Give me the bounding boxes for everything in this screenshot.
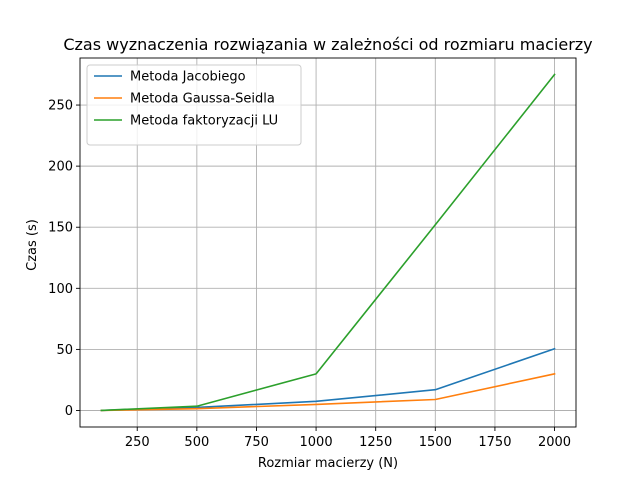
x-tick-label: 250 — [125, 435, 150, 450]
x-tick-label: 1750 — [478, 435, 511, 450]
series-line-2 — [100, 372, 556, 412]
legend: Metoda Jacobiego Metoda Gaussa-Seidla Meto… — [86, 64, 302, 146]
y-tick-label: 100 — [48, 282, 73, 297]
x-tick-label: 1000 — [300, 435, 333, 450]
y-tick-label: 250 — [48, 99, 73, 114]
y-tick-label: 50 — [56, 343, 73, 358]
legend-label-2: Metoda Gaussa-Seidla — [130, 92, 275, 107]
ticks: 250 500 750 1000 1250 1500 1750 2000 0 50 100 150 20… — [48, 99, 571, 450]
series-line-1 — [100, 347, 556, 412]
x-tick-label: 1500 — [419, 435, 452, 450]
y-tick-label: 150 — [48, 221, 73, 236]
x-tick-label: 2000 — [538, 435, 571, 450]
x-tick-label: 1250 — [359, 435, 392, 450]
legend-label-3: Metoda faktoryzacji LU — [130, 114, 278, 129]
x-tick-label: 750 — [244, 435, 269, 450]
series-line-3 — [100, 73, 556, 412]
legend-label-1: Metoda Jacobiego — [130, 70, 246, 85]
y-tick-label: 200 — [48, 160, 73, 175]
axes-frame — [79, 57, 577, 428]
chart-title: Czas wyznaczenia rozwiązania w zależnośc… — [63, 35, 592, 54]
series-lines — [100, 73, 556, 412]
y-tick-label: 0 — [65, 404, 73, 419]
y-axis-label: Czas (s) — [25, 219, 40, 271]
x-tick-label: 500 — [184, 435, 209, 450]
legend-box — [86, 64, 302, 146]
x-axis-label: Rozmiar macierzy (N) — [258, 456, 398, 471]
